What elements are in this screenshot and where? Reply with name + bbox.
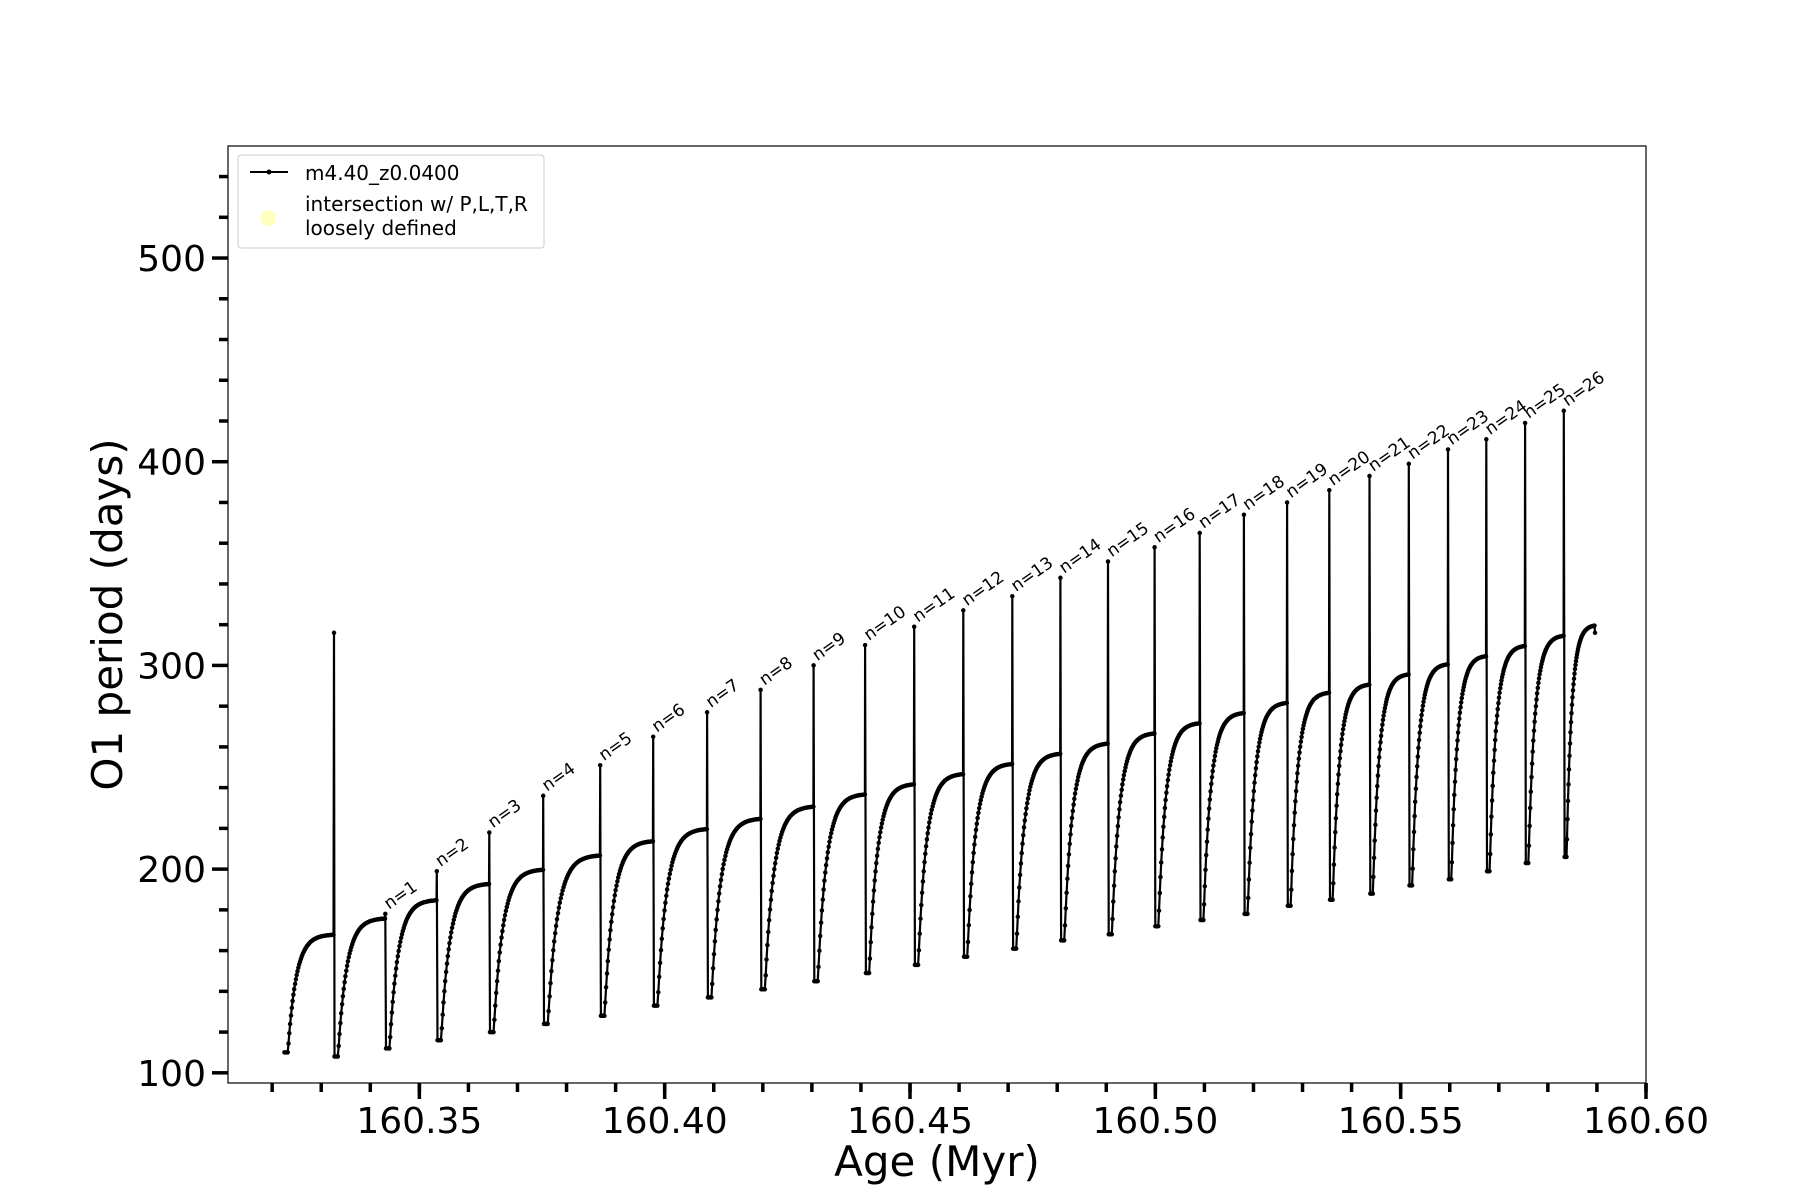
x-tick-label: 160.35 (356, 1101, 482, 1142)
legend-intersection-marker (260, 210, 276, 226)
series-markers (282, 408, 1598, 1059)
legend-dot-marker (266, 169, 272, 175)
x-axis-label: Age (Myr) (834, 1137, 1040, 1186)
x-tick-label: 160.45 (847, 1101, 973, 1142)
plot-frame (227, 145, 1647, 1084)
plot-area (282, 408, 1598, 1059)
x-tick-label: 160.55 (1338, 1101, 1464, 1142)
x-tick-label: 160.60 (1583, 1101, 1709, 1142)
x-axis: 160.35 160.40 160.45 160.50 160.55 160.60 (270, 1083, 1709, 1142)
legend-intersection-label-line1: intersection w/ P,L,T,R (305, 192, 528, 216)
y-axis: 100 200 300 400 500 (137, 174, 228, 1095)
y-tick-label: 100 (137, 1054, 206, 1095)
legend: m4.40_z0.0400 intersection w/ P,L,T,R lo… (237, 154, 545, 249)
x-tick-label: 160.40 (602, 1101, 728, 1142)
x-tick-label: 160.50 (1092, 1101, 1218, 1142)
legend-box (237, 154, 545, 249)
y-axis-label: O1 period (days) (83, 438, 132, 790)
y-tick-label: 200 (137, 850, 206, 891)
legend-intersection-label-line2: loosely defined (305, 216, 457, 240)
legend-series-label: m4.40_z0.0400 (305, 161, 460, 185)
y-tick-label: 400 (137, 443, 206, 484)
y-tick-label: 300 (137, 646, 206, 687)
y-tick-label: 500 (137, 239, 206, 280)
